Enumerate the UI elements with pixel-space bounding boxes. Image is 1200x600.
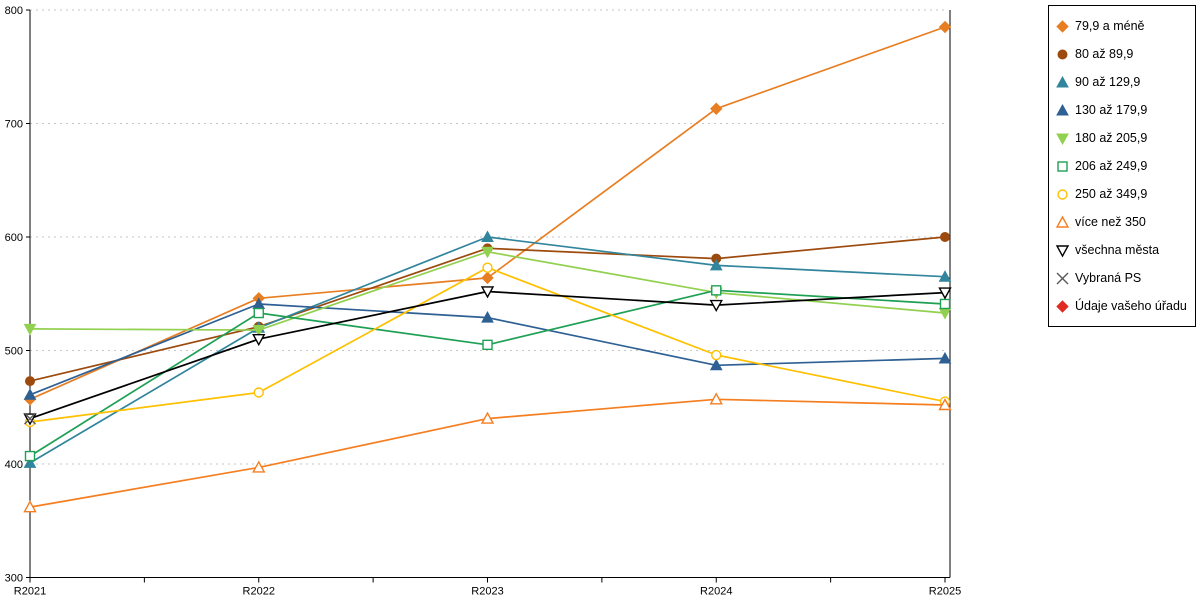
legend-label: 90 až 129,9 (1075, 75, 1141, 89)
legend-label: 206 až 249,9 (1075, 159, 1148, 173)
legend-item-8: více než 350 (1055, 215, 1189, 230)
legend-item-5: 180 až 205,9 (1055, 131, 1189, 146)
legend-item-4: 130 až 179,9 (1055, 103, 1189, 118)
axes (29, 10, 951, 578)
triangle-up-icon (1055, 215, 1070, 228)
legend-item-7: 250 až 349,9 (1055, 187, 1189, 202)
square-icon (1057, 160, 1068, 172)
triangle-down-icon (1055, 244, 1070, 257)
legend-item-2: 80 až 89,9 (1055, 47, 1189, 62)
x-axis-ticks (29, 577, 946, 583)
legend-label: 79,9 a méně (1075, 19, 1145, 33)
triangle-up-icon (1056, 75, 1069, 88)
svg-text:R2024: R2024 (700, 586, 732, 598)
svg-text:700: 700 (5, 119, 23, 131)
svg-text:R2022: R2022 (243, 586, 275, 598)
svg-text:800: 800 (5, 5, 23, 17)
legend-label: 80 až 89,9 (1075, 47, 1134, 61)
legend-label: více než 350 (1075, 215, 1146, 229)
circle-icon (1057, 49, 1068, 59)
diamond-icon (1056, 19, 1069, 33)
svg-text:R2023: R2023 (471, 586, 503, 598)
svg-text:300: 300 (5, 573, 23, 585)
legend-label: 180 až 205,9 (1075, 131, 1148, 145)
series-10 (24, 412, 36, 425)
x-icon (1056, 272, 1069, 284)
legend-item-10: Vybraná PS (1055, 271, 1189, 286)
legend-label: Údaje vašeho úřadu (1075, 299, 1187, 313)
legend-item-11: Údaje vašeho úřadu (1055, 299, 1189, 314)
chart-legend: 79,9 a méně 80 až 89,9 90 až 129,9 130 až 1… (1048, 5, 1196, 327)
legend-item-9: všechna města (1055, 243, 1189, 258)
svg-text:R2025: R2025 (929, 586, 961, 598)
legend-label: 130 až 179,9 (1075, 103, 1148, 117)
series-8 (23, 392, 952, 513)
triangle-down-icon (1056, 132, 1069, 145)
legend-label: Vybraná PS (1075, 271, 1142, 285)
legend-item-3: 90 až 129,9 (1055, 75, 1189, 90)
legend-label: 250 až 349,9 (1075, 187, 1148, 201)
x-axis-labels: R2021 R2022 R2023 R2024 R2025 (14, 586, 961, 598)
series-9 (23, 286, 952, 426)
svg-text:600: 600 (5, 232, 23, 244)
y-axis-labels: 300 400 500 600 700 800 (5, 5, 30, 585)
diamond-icon (1056, 299, 1069, 313)
triangle-up-icon (1056, 103, 1069, 116)
legend-label: všechna města (1075, 243, 1160, 257)
circle-icon (1057, 188, 1068, 200)
svg-text:R2021: R2021 (14, 586, 46, 598)
legend-item-6: 206 až 249,9 (1055, 159, 1189, 174)
svg-text:400: 400 (5, 459, 23, 471)
svg-text:500: 500 (5, 346, 23, 358)
legend-item-1: 79,9 a méně (1055, 19, 1189, 34)
series-4 (23, 297, 952, 400)
